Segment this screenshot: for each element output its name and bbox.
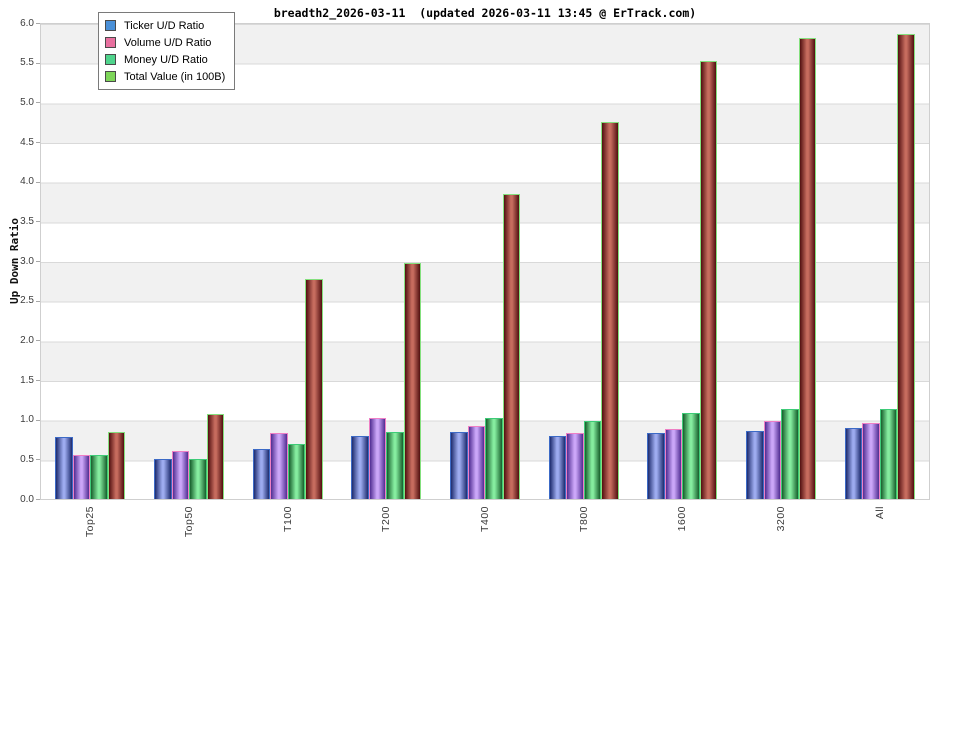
legend-swatch-icon bbox=[105, 54, 116, 65]
x-tick-label-top25: Top25 bbox=[84, 506, 97, 538]
legend-swatch-icon bbox=[105, 20, 116, 31]
y-tick-mark bbox=[36, 62, 40, 64]
y-tick-label-3.5: 3.5 bbox=[20, 215, 34, 227]
y-tick-label-5.5: 5.5 bbox=[20, 57, 34, 69]
bar-volume-u-d-ratio-t200 bbox=[368, 418, 387, 499]
y-tick-mark bbox=[36, 340, 40, 342]
bar-ticker-u-d-ratio-t400 bbox=[450, 431, 468, 499]
y-tick-mark bbox=[36, 23, 40, 24]
y-tick-mark bbox=[36, 419, 40, 421]
x-tick-label-3200: 3200 bbox=[775, 506, 787, 532]
bar-money-u-d-ratio-t200 bbox=[386, 432, 404, 499]
bar-money-u-d-ratio-3200 bbox=[781, 409, 799, 499]
y-tick-label-5.0: 5.0 bbox=[20, 96, 34, 108]
bar-ticker-u-d-ratio-t800 bbox=[548, 436, 567, 499]
bar-ticker-u-d-ratio-top25 bbox=[55, 437, 73, 499]
legend-label: Money U/D Ratio bbox=[124, 53, 208, 66]
bar-ticker-u-d-ratio-top50 bbox=[154, 458, 172, 499]
x-tick-label-1600: 1600 bbox=[676, 506, 689, 532]
bar-ticker-u-d-ratio-1600 bbox=[647, 433, 665, 499]
bar-money-u-d-ratio-top50 bbox=[189, 458, 207, 499]
bar-total-value-in-100b-3200 bbox=[798, 38, 816, 499]
bar-volume-u-d-ratio-t100 bbox=[270, 433, 288, 499]
bar-volume-u-d-ratio-top50 bbox=[171, 450, 189, 499]
plot-area bbox=[40, 23, 930, 500]
bar-total-value-in-100b-t200 bbox=[403, 262, 422, 499]
bar-volume-u-d-ratio-all bbox=[862, 422, 880, 499]
bar-total-value-in-100b-t800 bbox=[601, 122, 619, 499]
y-tick-label-2.5: 2.5 bbox=[20, 295, 34, 307]
y-tick-label-1.0: 1.0 bbox=[20, 414, 34, 426]
y-tick-mark bbox=[36, 499, 40, 500]
y-tick-mark bbox=[36, 142, 40, 143]
legend-label: Total Value (in 100B) bbox=[124, 70, 226, 83]
bar-money-u-d-ratio-all bbox=[879, 408, 898, 499]
y-tick-mark bbox=[36, 181, 40, 183]
y-tick-label-3.0: 3.0 bbox=[20, 255, 34, 267]
bar-total-value-in-100b-all bbox=[897, 34, 915, 499]
y-tick-mark bbox=[36, 380, 40, 381]
bar-money-u-d-ratio-t400 bbox=[485, 418, 503, 499]
y-tick-label-4.5: 4.5 bbox=[20, 136, 34, 148]
legend-swatch-icon bbox=[105, 37, 116, 48]
y-tick-mark bbox=[36, 300, 40, 302]
y-tick-label-0.5: 0.5 bbox=[20, 453, 34, 465]
breadth-chart-figure: breadth2_2026-03-11 (updated 2026-03-11 … bbox=[8, 6, 930, 538]
y-tick-mark bbox=[36, 459, 40, 461]
y-tick-mark bbox=[36, 261, 40, 262]
bar-total-value-in-100b-top50 bbox=[206, 414, 224, 499]
bar-money-u-d-ratio-top25 bbox=[90, 455, 108, 499]
x-tick-label-t800: T800 bbox=[577, 506, 590, 532]
legend-item: Total Value (in 100B) bbox=[105, 68, 225, 85]
x-tick-label-all: All bbox=[873, 506, 886, 520]
bar-money-u-d-ratio-t800 bbox=[583, 421, 602, 499]
legend-label: Volume U/D Ratio bbox=[124, 36, 212, 49]
y-tick-label-1.5: 1.5 bbox=[20, 374, 34, 386]
bar-money-u-d-ratio-1600 bbox=[682, 413, 700, 499]
legend-item: Volume U/D Ratio bbox=[105, 34, 225, 51]
legend-item: Money U/D Ratio bbox=[105, 51, 225, 68]
y-tick-label-6.0: 6.0 bbox=[20, 17, 34, 29]
legend: Ticker U/D Ratio Volume U/D Ratio Money U/… bbox=[98, 12, 236, 90]
y-tick-label-0.0: 0.0 bbox=[20, 493, 34, 505]
bar-volume-u-d-ratio-1600 bbox=[664, 429, 683, 499]
x-tick-label-top50: Top50 bbox=[183, 506, 195, 538]
y-tick-mark bbox=[36, 102, 40, 104]
x-tick-label-t400: T400 bbox=[479, 506, 491, 532]
bar-ticker-u-d-ratio-all bbox=[844, 428, 863, 499]
chart-title: breadth2_2026-03-11 (updated 2026-03-11 … bbox=[273, 6, 697, 20]
y-tick-label-4.0: 4.0 bbox=[20, 176, 34, 188]
bar-total-value-in-100b-t100 bbox=[305, 279, 323, 499]
y-tick-label-2.0: 2.0 bbox=[20, 334, 34, 346]
bar-ticker-u-d-ratio-t200 bbox=[351, 436, 369, 499]
bar-volume-u-d-ratio-3200 bbox=[763, 421, 781, 499]
bar-total-value-in-100b-t400 bbox=[502, 193, 520, 499]
legend-swatch-icon bbox=[105, 71, 116, 82]
bar-ticker-u-d-ratio-3200 bbox=[746, 430, 764, 499]
bar-volume-u-d-ratio-top25 bbox=[72, 455, 91, 499]
y-tick-mark bbox=[36, 221, 40, 223]
bar-ticker-u-d-ratio-t100 bbox=[252, 449, 271, 499]
bar-volume-u-d-ratio-t400 bbox=[467, 426, 485, 499]
legend-item: Ticker U/D Ratio bbox=[105, 17, 225, 34]
x-tick-label-t100: T100 bbox=[281, 506, 294, 532]
bar-total-value-in-100b-1600 bbox=[699, 61, 718, 499]
bar-money-u-d-ratio-t100 bbox=[287, 444, 306, 499]
x-tick-label-t200: T200 bbox=[380, 506, 393, 532]
legend-label: Ticker U/D Ratio bbox=[124, 19, 205, 32]
bar-total-value-in-100b-top25 bbox=[107, 432, 126, 499]
bar-volume-u-d-ratio-t800 bbox=[566, 433, 584, 499]
